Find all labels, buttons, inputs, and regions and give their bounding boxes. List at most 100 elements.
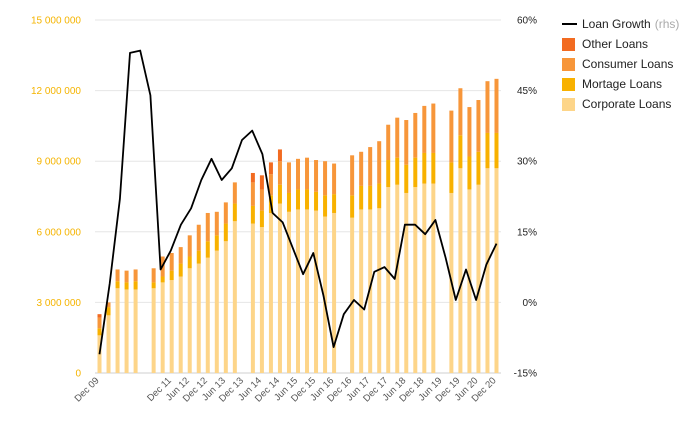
bar-segment-other-loans — [259, 175, 264, 190]
loan-growth-line — [98, 49, 498, 355]
bar-segment-mortage-loans — [431, 152, 436, 184]
bar-segment-consumer-loans — [395, 117, 400, 158]
bar-segment-mortage-loans — [350, 195, 355, 218]
loan-growth-path — [98, 49, 498, 355]
bar-segment-mortage-loans — [314, 191, 319, 211]
right-axis-tick-label: 60% — [517, 16, 537, 27]
bar-segment-corporate-loans — [359, 209, 364, 373]
bar-segment-corporate-loans — [395, 184, 400, 373]
legend-label: Other Loans — [582, 37, 649, 51]
bar-segment-mortage-loans — [296, 189, 300, 210]
bar-segment-mortage-loans — [286, 192, 291, 212]
bar-segment-corporate-loans — [386, 187, 391, 373]
right-axis-tick-label: 45% — [517, 86, 537, 97]
bar-segment-consumer-loans — [404, 120, 409, 165]
bar-segment-mortage-loans — [169, 270, 174, 281]
bar-segment-consumer-loans — [115, 269, 120, 282]
legend-label: Corporate Loans — [582, 97, 672, 111]
legend-item-other-loans: Other Loans — [562, 34, 698, 54]
bar-segment-consumer-loans — [386, 124, 391, 161]
bar-segment-corporate-loans — [404, 192, 409, 373]
legend-label: Loan Growth — [582, 17, 651, 31]
bar-segment-consumer-loans — [205, 212, 210, 242]
bar-segment-mortage-loans — [196, 250, 201, 264]
bar-segment-consumer-loans — [431, 103, 436, 153]
bar-segment-mortage-loans — [359, 185, 364, 210]
bar-segment-mortage-loans — [223, 223, 228, 242]
bar-segment-consumer-loans — [314, 160, 319, 192]
bar-segment-corporate-loans — [314, 210, 319, 373]
bar-segment-corporate-loans — [214, 250, 219, 373]
bar-segment-consumer-loans — [196, 224, 201, 251]
legend-label: Consumer Loans — [582, 57, 674, 71]
bar-segment-corporate-loans — [106, 315, 111, 373]
bar-segment-mortage-loans — [187, 256, 192, 269]
right-axis-tick-label: 15% — [517, 227, 537, 238]
bar-segment-corporate-loans — [494, 168, 499, 373]
bar-segment-other-loans — [268, 162, 273, 175]
bar-segment-corporate-loans — [422, 183, 427, 373]
bar-segment-consumer-loans — [169, 252, 174, 271]
bar-segment-mortage-loans — [467, 156, 472, 190]
bar-segment-consumer-loans — [476, 100, 481, 152]
legend-item-corporate-loans: Corporate Loans — [562, 94, 698, 114]
bar-segment-consumer-loans — [268, 174, 273, 196]
bar-segment-corporate-loans — [377, 208, 382, 373]
bar-segment-corporate-loans — [160, 282, 165, 373]
left-axis-tick-label: 9 000 000 — [37, 157, 82, 168]
bar-segment-corporate-loans — [413, 187, 418, 373]
legend-item-consumer-loans: Consumer Loans — [562, 54, 698, 74]
bar-segment-consumer-loans — [494, 78, 499, 133]
bar-segment-corporate-loans — [124, 289, 129, 373]
bar-segment-consumer-loans — [124, 270, 129, 283]
bar-segment-consumer-loans — [485, 81, 490, 133]
bar-segment-corporate-loans — [250, 223, 255, 373]
bar-segment-consumer-loans — [97, 317, 102, 329]
left-axis-tick-label: 3 000 000 — [37, 298, 82, 309]
bar-segment-consumer-loans — [368, 147, 373, 186]
bar-segment-mortage-loans — [259, 210, 264, 228]
bar-segment-consumer-loans — [377, 141, 382, 184]
bar-segment-mortage-loans — [377, 183, 382, 209]
left-axis-tick-label: 0 — [75, 369, 81, 380]
bar-segment-mortage-loans — [151, 282, 156, 289]
bar-segment-consumer-loans — [259, 189, 264, 211]
bar-segment-consumer-loans — [467, 107, 472, 157]
bar-segment-corporate-loans — [169, 280, 174, 373]
legend-swatch — [562, 77, 575, 91]
bar-segment-consumer-loans — [286, 162, 291, 193]
bar-segment-consumer-loans — [151, 268, 156, 283]
x-axis-tick-label: Dec 09 — [73, 375, 102, 404]
bar-segment-corporate-loans — [187, 268, 192, 373]
right-axis-tick-label: -15% — [514, 369, 537, 380]
bar-segment-mortage-loans — [214, 235, 219, 251]
bar-segment-other-loans — [97, 314, 102, 318]
legend-item-mortage-loans: Mortage Loans — [562, 74, 698, 94]
bar-segment-consumer-loans — [187, 235, 192, 257]
legend-swatch — [562, 37, 575, 51]
bar-segment-mortage-loans — [485, 132, 490, 169]
legend-item-loan-growth: Loan Growth (rhs) — [562, 14, 698, 34]
bar-segment-consumer-loans — [250, 182, 255, 206]
legend-swatch — [562, 57, 575, 71]
bar-segment-consumer-loans — [133, 269, 138, 282]
bar-segment-consumer-loans — [277, 161, 282, 185]
bar-segment-corporate-loans — [178, 276, 183, 373]
bar-segment-mortage-loans — [305, 189, 310, 210]
bar-segment-corporate-loans — [368, 209, 373, 373]
bar-segment-mortage-loans — [97, 328, 102, 336]
bar-segment-corporate-loans — [196, 263, 201, 373]
bar-segment-mortage-loans — [386, 160, 391, 188]
bar-segment-mortage-loans — [449, 162, 454, 193]
bar-segment-consumer-loans — [449, 110, 454, 163]
bar-segment-mortage-loans — [124, 282, 129, 290]
bar-segment-corporate-loans — [205, 257, 210, 373]
right-axis-tick-label: 0% — [523, 298, 538, 309]
bar-segment-corporate-loans — [476, 184, 481, 373]
bar-segment-mortage-loans — [332, 194, 337, 213]
bar-segment-corporate-loans — [223, 241, 228, 373]
legend-label: Mortage Loans — [582, 77, 663, 91]
bar-segment-mortage-loans — [476, 151, 481, 185]
bar-segment-consumer-loans — [359, 151, 364, 186]
